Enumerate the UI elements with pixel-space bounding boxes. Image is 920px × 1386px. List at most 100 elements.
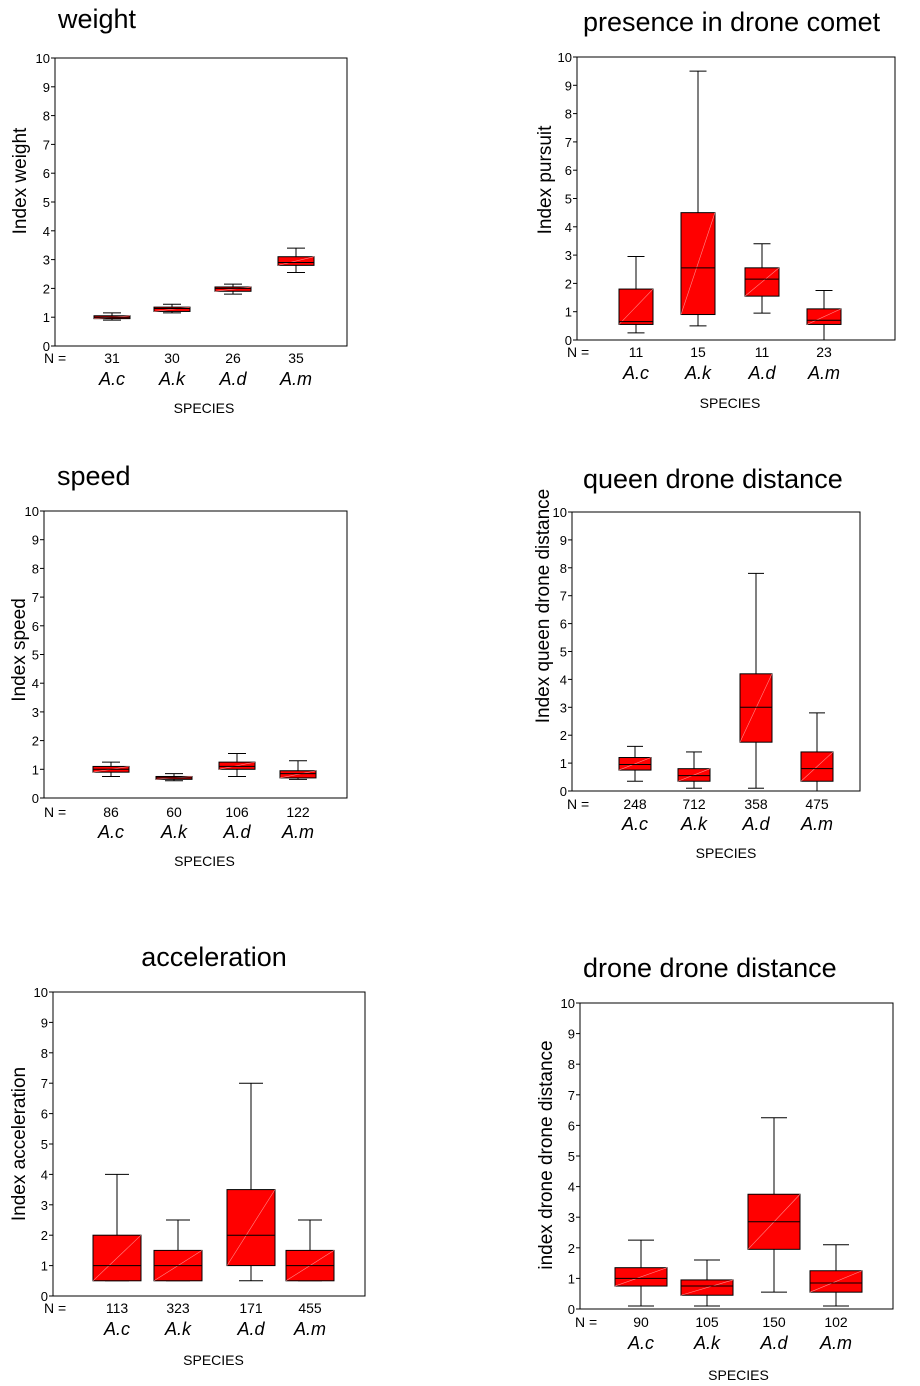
y-tick-label: 10 — [36, 51, 50, 66]
y-tick-label: 10 — [561, 996, 575, 1011]
y-tick-label: 7 — [32, 590, 39, 605]
box-ad — [744, 243, 780, 314]
y-tick-label: 6 — [32, 619, 39, 634]
y-tick-label: 7 — [43, 137, 50, 152]
y-tick-label: 4 — [32, 676, 39, 691]
y-tick-label: 1 — [43, 310, 50, 325]
y-axis-label: Index speed — [9, 598, 30, 702]
box-ac — [618, 256, 654, 334]
y-tick-label: 8 — [41, 1046, 48, 1061]
chart-title: presence in drone comet — [583, 7, 881, 37]
x-axis-label: SPECIES — [174, 400, 235, 416]
x-axis-label: SPECIES — [708, 1367, 769, 1383]
y-axis-label: Index weight — [10, 127, 31, 234]
y-tick-label: 1 — [565, 305, 572, 320]
y-tick-label: 9 — [565, 78, 572, 93]
box-ad — [226, 1082, 276, 1282]
chart-panel-5: acceleration Index acceleration 0 1 2 3 4 5 6 7 8 9… — [9, 942, 366, 1368]
chart-panel-3: speed Index speed 0 1 2 3 4 5 6 7 8 9 10 N = 86 A.c 60 A.… — [9, 461, 348, 869]
y-tick-label: 10 — [553, 505, 567, 520]
y-tick-label: 2 — [32, 734, 39, 749]
n-prefix-label: N = — [575, 1314, 597, 1330]
n-prefix-label: N = — [567, 344, 589, 360]
category-label: A.d — [741, 814, 770, 834]
category-label: A.k — [158, 369, 186, 389]
y-tick-label: 10 — [34, 985, 48, 1000]
box-ad — [739, 572, 773, 789]
category-label: A.c — [98, 369, 125, 389]
y-axis-label: Index pursuit — [535, 125, 556, 235]
n-value-label: 122 — [286, 804, 310, 820]
box-diagonal — [214, 286, 252, 292]
y-tick-label: 1 — [32, 762, 39, 777]
n-value-label: 712 — [682, 796, 706, 812]
y-tick-label: 8 — [565, 107, 572, 122]
box-ac — [93, 312, 131, 321]
box-diagonal — [739, 673, 773, 743]
x-axis-label: SPECIES — [174, 853, 235, 869]
y-tick-label: 4 — [568, 1180, 575, 1195]
category-label: A.c — [621, 814, 648, 834]
y-tick-label: 3 — [43, 253, 50, 268]
plot-frame — [43, 510, 348, 799]
y-tick-label: 5 — [43, 195, 50, 210]
n-prefix-label: N = — [567, 796, 589, 812]
box-diagonal — [277, 256, 315, 266]
box-ad — [747, 1117, 801, 1293]
y-tick-label: 3 — [565, 248, 572, 263]
y-tick-label: 6 — [41, 1107, 48, 1122]
y-tick-label: 4 — [41, 1167, 48, 1182]
n-value-label: 323 — [166, 1300, 190, 1316]
y-tick-label: 0 — [568, 1302, 575, 1317]
n-prefix-label: N = — [44, 1300, 66, 1316]
box-diagonal — [744, 267, 780, 297]
y-tick-label: 4 — [565, 220, 572, 235]
y-tick-label: 7 — [560, 589, 567, 604]
chart-panel-1: weight Index weight 0 1 2 3 4 5 6 7 8 9 10 N = 31 A.c 30… — [10, 4, 348, 416]
y-tick-label: 1 — [560, 756, 567, 771]
box-ak — [155, 773, 193, 782]
box-diagonal — [806, 308, 842, 325]
category-label: A.d — [222, 822, 251, 842]
y-tick-label: 4 — [560, 672, 567, 687]
n-value-label: 102 — [824, 1314, 848, 1330]
category-label: A.d — [218, 369, 247, 389]
box-ac — [618, 745, 652, 782]
box-diagonal — [618, 288, 654, 325]
y-tick-label: 8 — [43, 109, 50, 124]
category-label: A.k — [164, 1319, 192, 1339]
box-am — [806, 289, 842, 341]
y-tick-label: 9 — [43, 80, 50, 95]
y-tick-label: 7 — [568, 1088, 575, 1103]
category-label: A.m — [819, 1333, 852, 1353]
box-ak — [677, 751, 711, 789]
category-label: A.k — [693, 1333, 721, 1353]
box-am — [285, 1219, 335, 1282]
n-value-label: 15 — [690, 344, 706, 360]
y-axis-label: index drone drone distance — [536, 1040, 557, 1269]
x-axis-label: SPECIES — [700, 395, 761, 411]
category-label: A.c — [622, 363, 649, 383]
y-tick-label: 1 — [41, 1259, 48, 1274]
category-label: A.m — [800, 814, 833, 834]
box-diagonal — [680, 212, 716, 315]
y-tick-label: 6 — [43, 166, 50, 181]
y-tick-label: 3 — [568, 1210, 575, 1225]
box-ac — [614, 1239, 668, 1307]
y-tick-label: 5 — [568, 1149, 575, 1164]
y-tick-label: 9 — [568, 1027, 575, 1042]
box-diagonal — [226, 1189, 276, 1266]
category-label: A.k — [680, 814, 708, 834]
plot-frame — [54, 57, 348, 347]
y-axis-label: Index acceleration — [9, 1067, 30, 1221]
y-tick-label: 0 — [41, 1289, 48, 1304]
box-diagonal — [614, 1267, 668, 1287]
box-am — [277, 247, 315, 274]
box-diagonal — [677, 768, 711, 782]
y-tick-label: 6 — [560, 617, 567, 632]
category-label: A.d — [747, 363, 776, 383]
category-label: A.c — [97, 822, 124, 842]
category-label: A.k — [160, 822, 188, 842]
y-tick-label: 2 — [43, 281, 50, 296]
